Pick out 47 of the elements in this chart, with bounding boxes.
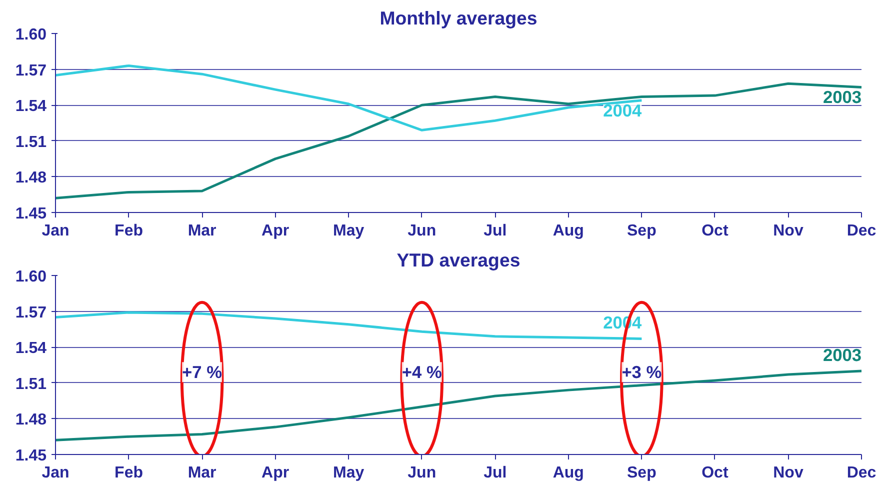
x-tick-label: Dec xyxy=(846,222,876,240)
x-tick-label: Aug xyxy=(552,222,584,240)
y-tick-label: 1.51 xyxy=(15,134,47,151)
x-tick-label: May xyxy=(333,464,364,482)
y-tick-label: 1.51 xyxy=(15,376,47,393)
y-tick-label: 1.60 xyxy=(15,26,47,44)
x-tick-label: Oct xyxy=(702,464,729,482)
x-tick-label: Apr xyxy=(262,222,290,240)
line-series xyxy=(56,82,862,200)
line-series xyxy=(56,311,643,340)
x-tick-label: Jan xyxy=(42,222,70,240)
y-tick-label: 1.57 xyxy=(15,62,47,80)
x-tick-label: Nov xyxy=(773,464,804,482)
x-tick-label: Sep xyxy=(627,222,657,240)
x-tick-label: May xyxy=(333,222,364,240)
x-tick-label: Feb xyxy=(114,464,144,482)
y-tick-label: 1.45 xyxy=(15,206,47,222)
x-tick-label: Aug xyxy=(552,464,584,482)
y-tick-label: 1.45 xyxy=(15,448,47,464)
chart-title: YTD averages xyxy=(396,250,520,270)
series-label: 2003 xyxy=(822,344,862,365)
x-tick-label: Jun xyxy=(408,464,436,482)
x-tick-label: Mar xyxy=(188,464,216,482)
annotation: +7 % xyxy=(182,362,222,382)
series-label: 2003 xyxy=(822,87,862,108)
x-tick-label: Nov xyxy=(773,222,804,240)
y-tick-label: 1.54 xyxy=(15,340,47,358)
x-tick-label: Dec xyxy=(846,464,876,482)
y-tick-label: 1.54 xyxy=(15,98,47,116)
x-tick-label: Feb xyxy=(114,222,144,240)
chart-title: Monthly averages xyxy=(380,8,538,28)
y-tick-label: 1.48 xyxy=(15,412,47,429)
line-series xyxy=(56,64,643,132)
x-tick-label: Jul xyxy=(484,464,507,482)
y-tick-label: 1.57 xyxy=(15,304,47,322)
y-tick-label: 1.60 xyxy=(15,268,47,286)
series-label: 2004 xyxy=(603,100,642,120)
annotation: +3 % xyxy=(622,362,662,382)
x-tick-label: Jan xyxy=(42,464,70,482)
x-tick-label: Jul xyxy=(484,222,507,240)
x-tick-label: Sep xyxy=(627,464,657,482)
y-tick-label: 1.48 xyxy=(15,170,47,187)
x-tick-label: Jun xyxy=(408,222,436,240)
x-tick-label: Mar xyxy=(188,222,216,240)
x-tick-label: Apr xyxy=(262,464,290,482)
annotation: +4 % xyxy=(402,362,442,382)
x-tick-label: Oct xyxy=(702,222,729,240)
